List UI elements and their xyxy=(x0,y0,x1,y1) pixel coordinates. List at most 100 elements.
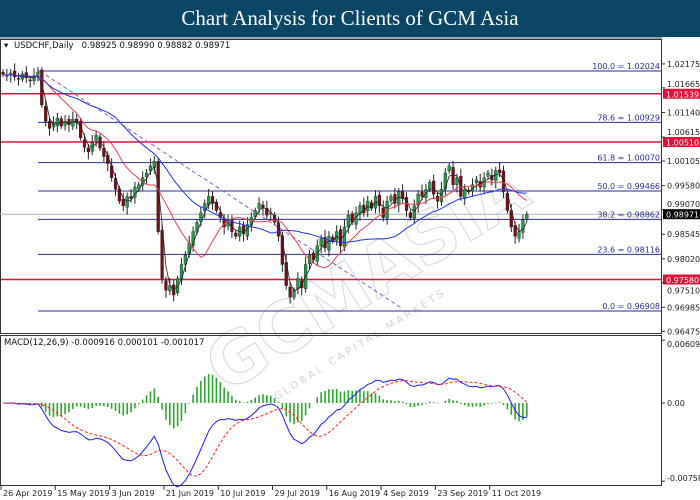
candle-body xyxy=(63,121,67,126)
candle-body xyxy=(451,167,455,185)
candle-body xyxy=(486,172,490,177)
price-axis-label: 1.00105 xyxy=(667,157,700,166)
price-axis-label: 0.96475 xyxy=(667,327,700,336)
candle-body xyxy=(296,278,300,290)
price-axis-label: 1.02175 xyxy=(667,60,700,69)
candle-body xyxy=(261,204,265,209)
fib-label: 0.0 = 0.96908 xyxy=(602,302,660,311)
current-price-tag xyxy=(663,209,700,220)
sr-price-label: 1.01539 xyxy=(666,90,699,99)
signal-line xyxy=(2,380,528,477)
symbol-dropdown-arrow[interactable]: ▾ xyxy=(4,41,9,51)
candle-body xyxy=(144,172,149,178)
date-axis-label: 15 May 2019 xyxy=(57,489,109,498)
fib-label: 23.6 = 0.98116 xyxy=(597,245,660,254)
candle-body xyxy=(241,225,246,235)
symbol-label: USDCHF,Daily xyxy=(14,41,74,51)
candle-body xyxy=(455,177,459,185)
candle-body xyxy=(148,165,153,172)
candle-body xyxy=(439,189,444,203)
candle-body xyxy=(412,205,416,219)
candle-body xyxy=(498,169,502,174)
candle-body xyxy=(86,147,90,153)
candle-body xyxy=(44,106,48,122)
date-axis-label: 16 Aug 2019 xyxy=(329,489,380,498)
candle-body xyxy=(125,196,129,208)
price-axis-label: 0.96985 xyxy=(667,303,700,312)
price-axis-label: 0.99070 xyxy=(667,200,700,209)
candle-body xyxy=(443,172,447,189)
candle-body xyxy=(102,147,106,157)
ma-fast-line xyxy=(2,73,528,269)
price-axis-label: 0.99580 xyxy=(667,182,700,191)
candle-body xyxy=(494,170,498,181)
trendline xyxy=(39,70,404,310)
fib-label: 38.2 = 0.98862 xyxy=(597,210,660,219)
macd-line xyxy=(2,377,527,488)
price-axis-label: 1.01665 xyxy=(667,80,700,89)
price-axis-label: 0.98020 xyxy=(667,255,700,264)
candle-body xyxy=(447,165,451,172)
current-price-label: 0.98971 xyxy=(666,211,699,220)
candle-body xyxy=(230,219,234,232)
candle-body xyxy=(432,180,436,195)
candle-body xyxy=(327,236,331,251)
ma-slow-line xyxy=(2,73,527,244)
ma-short-line xyxy=(2,74,528,292)
macd-label: MACD(12,26,9) -0.000916 0.000101 -0.0010… xyxy=(4,338,204,348)
candle-body xyxy=(401,191,405,199)
macd-axis-label: -0.00758 xyxy=(667,474,700,483)
candle-body xyxy=(51,123,56,128)
ohlc-label: 0.98925 0.98990 0.98882 0.98971 xyxy=(82,41,231,51)
candle-body xyxy=(168,285,172,292)
candle-body xyxy=(203,203,207,211)
candle-body xyxy=(501,170,506,192)
macd-panel-frame xyxy=(0,335,662,486)
candle-body xyxy=(113,178,118,190)
macd-axis-label: 0.00609 xyxy=(667,340,700,349)
candle-body xyxy=(210,196,215,204)
candle-body xyxy=(319,238,323,246)
candle-body xyxy=(513,225,517,237)
candle-body xyxy=(346,215,350,228)
sr-price-label: 0.97580 xyxy=(666,276,699,285)
candle-body xyxy=(408,212,412,218)
candle-body xyxy=(234,232,238,237)
candle-body xyxy=(300,280,304,289)
candle-body xyxy=(521,219,525,233)
candle-body xyxy=(428,182,432,190)
candle-body xyxy=(67,119,71,125)
candle-body xyxy=(82,139,87,148)
candle-body xyxy=(1,71,5,75)
candle-body xyxy=(28,79,32,82)
date-axis-label: 11 Oct 2019 xyxy=(492,489,541,498)
candle-body xyxy=(218,212,222,218)
candle-body xyxy=(338,229,343,246)
candle-body xyxy=(525,214,529,220)
candle-body xyxy=(377,194,381,207)
main-panel-frame xyxy=(0,39,662,334)
candle-body xyxy=(16,78,21,80)
header-divider xyxy=(0,37,662,39)
date-axis-label: 4 Sep 2019 xyxy=(383,489,429,498)
candle-body xyxy=(94,135,98,141)
candle-body xyxy=(179,264,184,281)
price-axis-label: 1.00615 xyxy=(667,128,700,137)
candle-body xyxy=(265,207,269,216)
candle-body xyxy=(36,71,40,76)
candle-body xyxy=(40,69,44,106)
price-axis-label: 1.01140 xyxy=(667,108,700,117)
candle-body xyxy=(121,198,125,207)
fib-label: 50.0 = 0.99466 xyxy=(597,182,660,191)
candle-body xyxy=(474,179,478,183)
candle-body xyxy=(110,165,114,178)
date-axis-label: 21 Jun 2019 xyxy=(166,489,214,498)
macd-axis-label: 0.00 xyxy=(667,399,685,408)
fib-label: 61.8 = 1.00070 xyxy=(597,154,660,163)
candle-body xyxy=(55,117,59,127)
date-axis-label: 3 Jun 2019 xyxy=(112,489,155,498)
candle-body xyxy=(257,203,261,209)
candle-body xyxy=(517,231,521,239)
